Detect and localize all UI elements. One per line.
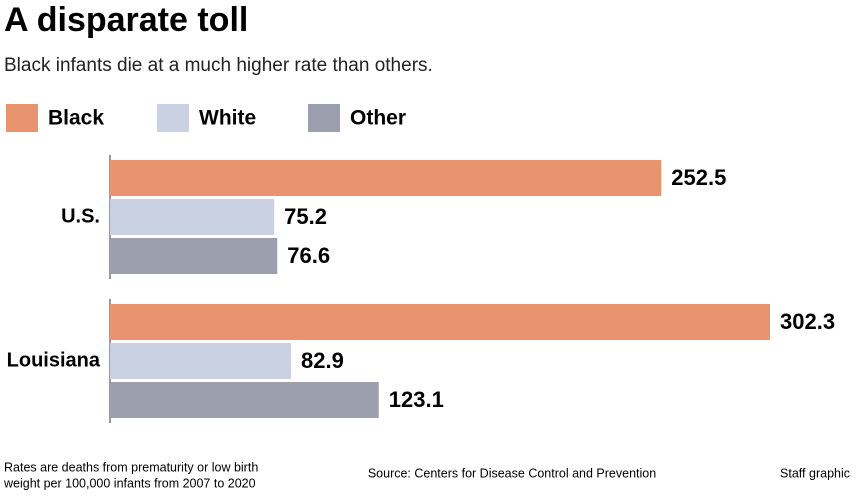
value-label: 76.6 — [287, 243, 330, 268]
bar — [110, 160, 662, 196]
value-label: 75.2 — [284, 204, 327, 229]
legend-swatch — [6, 104, 38, 132]
legend-label: Other — [350, 107, 406, 130]
legend-label: Black — [48, 107, 104, 130]
bar — [110, 304, 770, 340]
note-line: weight per 100,000 infants from 2007 to … — [3, 476, 256, 490]
chart-subtitle: Black infants die at a much higher rate … — [4, 55, 433, 76]
legend-label: White — [199, 107, 256, 130]
bar — [110, 343, 291, 379]
category-label: U.S. — [61, 205, 100, 227]
bar — [110, 382, 379, 418]
value-label: 302.3 — [780, 309, 835, 334]
note-line: Rates are deaths from prematurity or low… — [4, 460, 258, 474]
source: Source: Centers for Disease Control and … — [368, 466, 656, 480]
legend-swatch — [308, 104, 340, 132]
legend-swatch — [157, 104, 189, 132]
bar — [110, 199, 275, 235]
value-label: 123.1 — [389, 387, 444, 412]
category-label: Louisiana — [7, 349, 101, 371]
chart-title: A disparate toll — [4, 1, 248, 39]
credit: Staff graphic — [780, 466, 850, 480]
value-label: 252.5 — [671, 165, 726, 190]
value-label: 82.9 — [301, 348, 344, 373]
bar — [110, 238, 278, 274]
